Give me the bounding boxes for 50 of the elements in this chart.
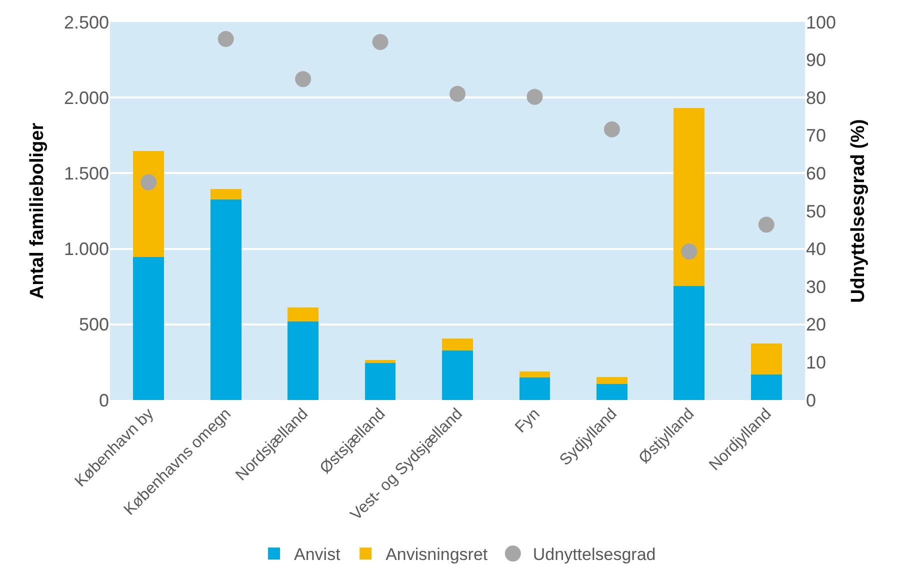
- y2-axis-title: Udnyttelsesgrad (%): [848, 119, 869, 303]
- y2-tick-label: 10: [806, 352, 826, 372]
- y-axis-title: Antal familieboliger: [26, 122, 48, 300]
- point: [218, 31, 234, 48]
- y2-tick-label: 40: [806, 239, 826, 260]
- bar: [519, 371, 550, 378]
- point: [681, 243, 698, 260]
- bar: [133, 257, 164, 400]
- y2-tick-label: 60: [806, 164, 826, 184]
- bar: [674, 286, 705, 400]
- bar: [210, 189, 242, 200]
- bar: [210, 200, 242, 400]
- bar: [288, 322, 318, 400]
- point: [604, 121, 620, 138]
- bar: [288, 307, 318, 322]
- point: [372, 34, 388, 50]
- bar: [364, 363, 396, 400]
- x-tick-label: Fyn: [512, 405, 544, 436]
- y-tick-label: 2.500: [64, 12, 109, 32]
- y2-tick-label: 20: [806, 314, 826, 335]
- y2-tick-label: 70: [806, 126, 826, 146]
- point: [295, 71, 312, 88]
- y2-tick-label: 30: [806, 276, 826, 297]
- y-tick-label: 0: [98, 390, 109, 410]
- y2-tick-label: 90: [806, 50, 826, 70]
- y2-tick-label: 50: [806, 201, 826, 222]
- bar: [750, 374, 782, 400]
- point: [450, 86, 466, 102]
- point: [758, 216, 774, 233]
- y-tick-label: 1.500: [64, 164, 109, 184]
- bar: [519, 378, 550, 400]
- bar: [596, 384, 628, 400]
- bar: [442, 350, 473, 400]
- point: [526, 88, 543, 105]
- bar: [674, 108, 705, 286]
- y-tick-label: 1.000: [64, 239, 109, 260]
- legend-label: Udnyttelsesgrad: [532, 545, 656, 564]
- bar: [442, 338, 473, 351]
- bar: [596, 376, 628, 384]
- y2-tick-label: 100: [806, 12, 836, 32]
- y-tick-label: 500: [78, 314, 109, 335]
- bar: [364, 360, 396, 364]
- y2-tick-label: 80: [806, 88, 826, 108]
- bar: [133, 150, 164, 258]
- legend-label: Anvist: [294, 545, 341, 564]
- y-tick-label: 2.000: [64, 88, 109, 108]
- bar: [750, 343, 782, 375]
- legend-label: Anvisningsret: [386, 545, 488, 564]
- point: [140, 174, 157, 190]
- y2-tick-label: 0: [806, 390, 816, 410]
